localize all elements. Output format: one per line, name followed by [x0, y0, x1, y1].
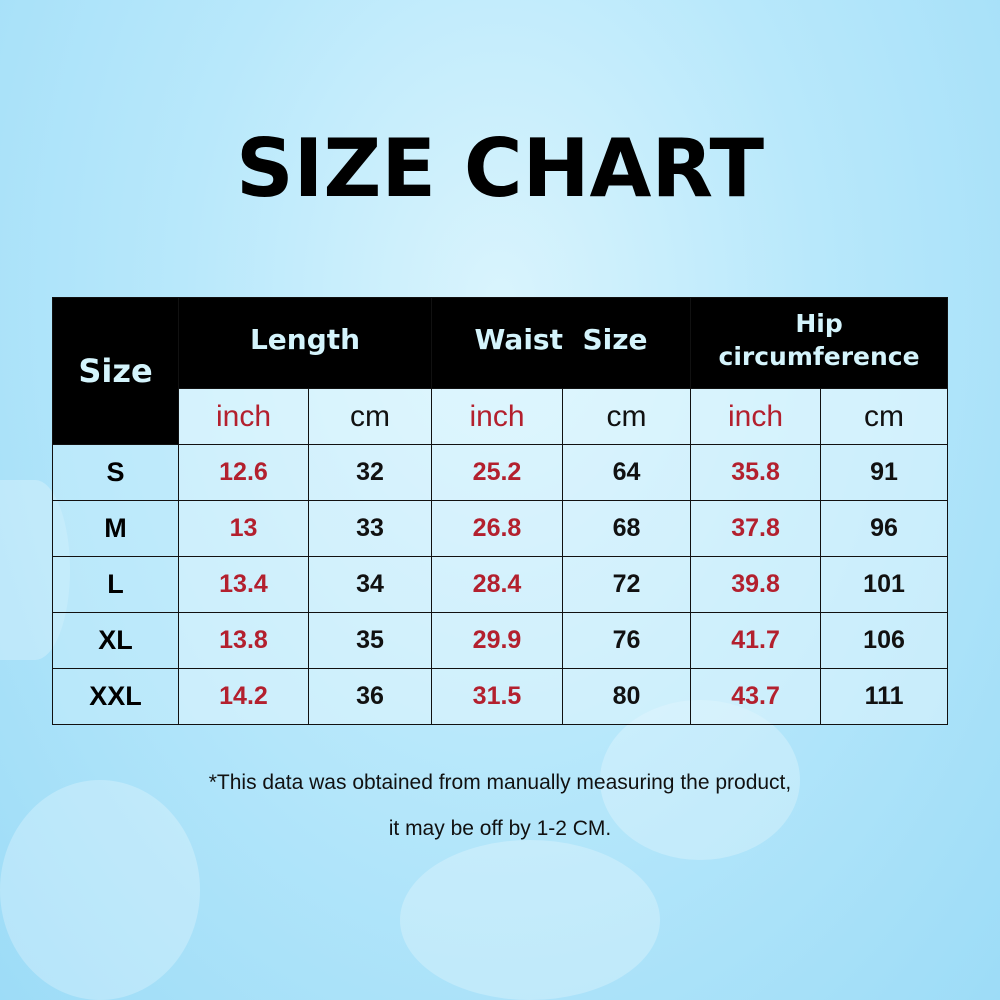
value-cell: 13.4: [178, 556, 309, 613]
value-cell: 41.7: [690, 612, 822, 669]
value-cell: 43.7: [690, 668, 822, 725]
value-cell: 72: [562, 556, 692, 613]
value-cell: 26.8: [431, 500, 564, 557]
size-table: Size Length Waist Size Hip circumference…: [52, 297, 949, 725]
size-cell: M: [52, 500, 179, 557]
value-cell: 80: [562, 668, 692, 725]
background-bubble: [0, 780, 200, 1000]
value-cell: 31.5: [431, 668, 564, 725]
value-cell: 32: [307, 444, 433, 501]
value-cell: 28.4: [431, 556, 564, 613]
value-cell: 35.8: [690, 444, 822, 501]
value-cell: 91: [820, 444, 949, 501]
table-row: M 13 33 26.8 68 37.8 96: [52, 500, 949, 557]
page-title: SIZE CHART: [235, 122, 765, 215]
value-cell: 13: [178, 500, 309, 557]
value-cell: 106: [820, 612, 949, 669]
table-row: S 12.6 32 25.2 64 35.8 91: [52, 444, 949, 501]
hip-header: Hip circumference: [690, 297, 949, 389]
value-cell: 35: [307, 612, 433, 669]
waist-header: Waist Size: [431, 297, 692, 389]
unit-inch: inch: [178, 388, 309, 445]
unit-inch: inch: [431, 388, 564, 445]
size-cell: XL: [52, 612, 179, 669]
value-cell: 39.8: [690, 556, 822, 613]
background-bubble: [400, 840, 660, 1000]
size-cell: XXL: [52, 668, 179, 725]
value-cell: 12.6: [178, 444, 309, 501]
background-bubble: [600, 700, 800, 860]
value-cell: 37.8: [690, 500, 822, 557]
note-line-1: *This data was obtained from manually me…: [208, 771, 792, 794]
size-header: Size: [52, 297, 179, 445]
value-cell: 68: [562, 500, 692, 557]
unit-cm: cm: [562, 388, 692, 445]
table-row: L 13.4 34 28.4 72 39.8 101: [52, 556, 949, 613]
size-cell: L: [52, 556, 179, 613]
value-cell: 13.8: [178, 612, 309, 669]
unit-cm: cm: [820, 388, 949, 445]
value-cell: 76: [562, 612, 692, 669]
value-cell: 34: [307, 556, 433, 613]
table-row: XXL 14.2 36 31.5 80 43.7 111: [52, 668, 949, 725]
value-cell: 101: [820, 556, 949, 613]
length-header: Length: [177, 297, 433, 389]
note-line-2: it may be off by 1-2 CM.: [388, 817, 612, 840]
value-cell: 33: [307, 500, 433, 557]
value-cell: 14.2: [178, 668, 309, 725]
size-cell: S: [52, 444, 179, 501]
value-cell: 36: [307, 668, 433, 725]
unit-inch: inch: [690, 388, 822, 445]
value-cell: 111: [820, 668, 949, 725]
value-cell: 96: [820, 500, 949, 557]
value-cell: 29.9: [431, 612, 564, 669]
unit-cm: cm: [307, 388, 433, 445]
value-cell: 25.2: [431, 444, 564, 501]
value-cell: 64: [562, 444, 692, 501]
table-row: XL 13.8 35 29.9 76 41.7 106: [52, 612, 949, 669]
